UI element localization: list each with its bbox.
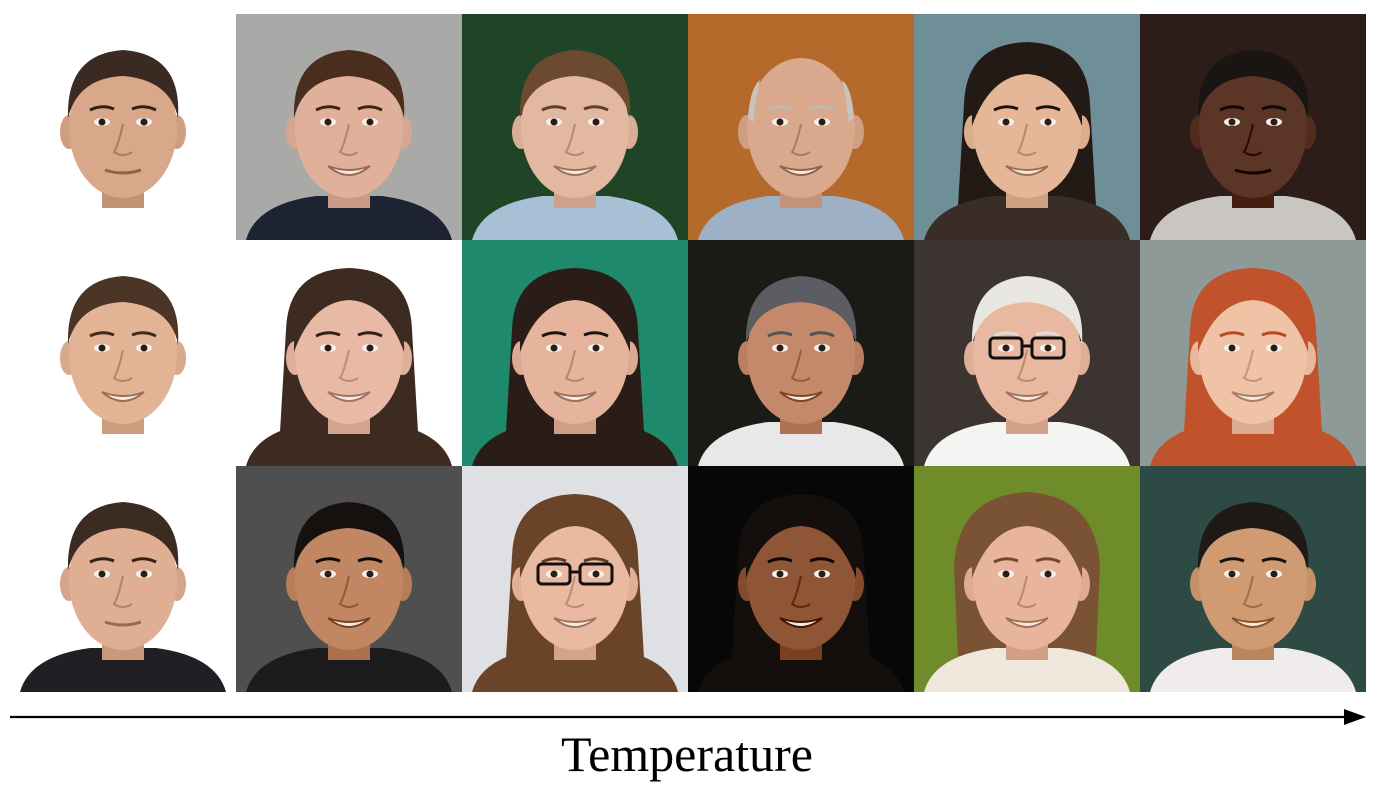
face-portrait	[462, 240, 688, 466]
mouth	[779, 617, 823, 628]
mouth	[553, 617, 597, 628]
face-image	[10, 14, 236, 240]
face-portrait	[462, 466, 688, 692]
face-image	[236, 466, 462, 692]
shoulders	[698, 196, 904, 240]
face-portrait	[236, 466, 462, 692]
face-image	[462, 14, 688, 240]
hair	[67, 502, 179, 570]
hair	[1197, 274, 1309, 352]
face-portrait	[10, 14, 236, 240]
shoulders	[698, 422, 904, 466]
hair	[519, 500, 631, 578]
glasses	[536, 562, 572, 586]
hair	[67, 50, 179, 118]
glasses	[988, 336, 1024, 360]
shoulders	[20, 648, 226, 692]
shoulders	[924, 422, 1130, 466]
face-portrait	[1140, 14, 1366, 240]
hair	[519, 50, 631, 118]
shoulders	[472, 422, 678, 466]
face-image	[1140, 240, 1366, 466]
hair	[67, 276, 179, 344]
face-image	[688, 240, 914, 466]
face-portrait	[10, 240, 236, 466]
face-image	[914, 240, 1140, 466]
hair	[745, 276, 857, 344]
temperature-axis	[10, 707, 1366, 727]
mouth	[1231, 617, 1275, 628]
mouth	[553, 391, 597, 402]
face-portrait	[236, 14, 462, 240]
hair	[293, 502, 405, 570]
face-image	[1140, 466, 1366, 692]
face-portrait	[1140, 240, 1366, 466]
face-portrait	[10, 466, 236, 692]
hair	[971, 48, 1083, 126]
mouth	[1005, 165, 1049, 176]
arrowhead-icon	[1344, 709, 1366, 725]
face-portrait	[236, 240, 462, 466]
mouth	[327, 617, 371, 628]
shoulders	[246, 422, 452, 466]
shoulders	[20, 422, 226, 466]
face-portrait	[914, 240, 1140, 466]
face-image	[688, 466, 914, 692]
mouth	[1005, 391, 1049, 402]
hair	[519, 274, 631, 352]
shoulders	[1150, 196, 1356, 240]
hair	[745, 500, 857, 578]
mouth	[1231, 391, 1275, 402]
mouth	[553, 165, 597, 176]
shoulders	[246, 196, 452, 240]
face-portrait	[1140, 466, 1366, 692]
shoulders	[246, 648, 452, 692]
shoulders	[698, 648, 904, 692]
mouth	[327, 165, 371, 176]
mouth	[104, 620, 142, 627]
face-image	[236, 14, 462, 240]
face-portrait	[914, 14, 1140, 240]
shoulders	[924, 648, 1130, 692]
face-image	[914, 466, 1140, 692]
face-portrait	[688, 240, 914, 466]
shoulders	[20, 196, 226, 240]
hair	[293, 274, 405, 352]
hair	[971, 500, 1083, 578]
axis-arrow	[10, 709, 1366, 725]
shoulders	[472, 648, 678, 692]
mouth	[104, 168, 142, 175]
face-portrait	[688, 14, 914, 240]
axis-label: Temperature	[561, 726, 813, 782]
face-image	[10, 240, 236, 466]
mouth	[1234, 168, 1272, 175]
face-grid	[10, 14, 1366, 692]
face-image	[462, 466, 688, 692]
face-image	[236, 240, 462, 466]
face-portrait	[688, 466, 914, 692]
shoulders	[1150, 648, 1356, 692]
shoulders	[472, 196, 678, 240]
face-image	[688, 14, 914, 240]
mouth	[327, 391, 371, 402]
hair	[293, 50, 405, 118]
face-image	[914, 14, 1140, 240]
hair	[1197, 50, 1309, 118]
shoulders	[1150, 422, 1356, 466]
shoulders	[924, 196, 1130, 240]
hair	[1197, 502, 1309, 570]
face-image	[10, 466, 236, 692]
mouth	[779, 391, 823, 402]
face-portrait	[914, 466, 1140, 692]
mouth	[101, 391, 145, 402]
face-image	[462, 240, 688, 466]
face-portrait	[462, 14, 688, 240]
hair	[971, 276, 1083, 344]
mouth	[779, 165, 823, 176]
face-image	[1140, 14, 1366, 240]
mouth	[1005, 617, 1049, 628]
